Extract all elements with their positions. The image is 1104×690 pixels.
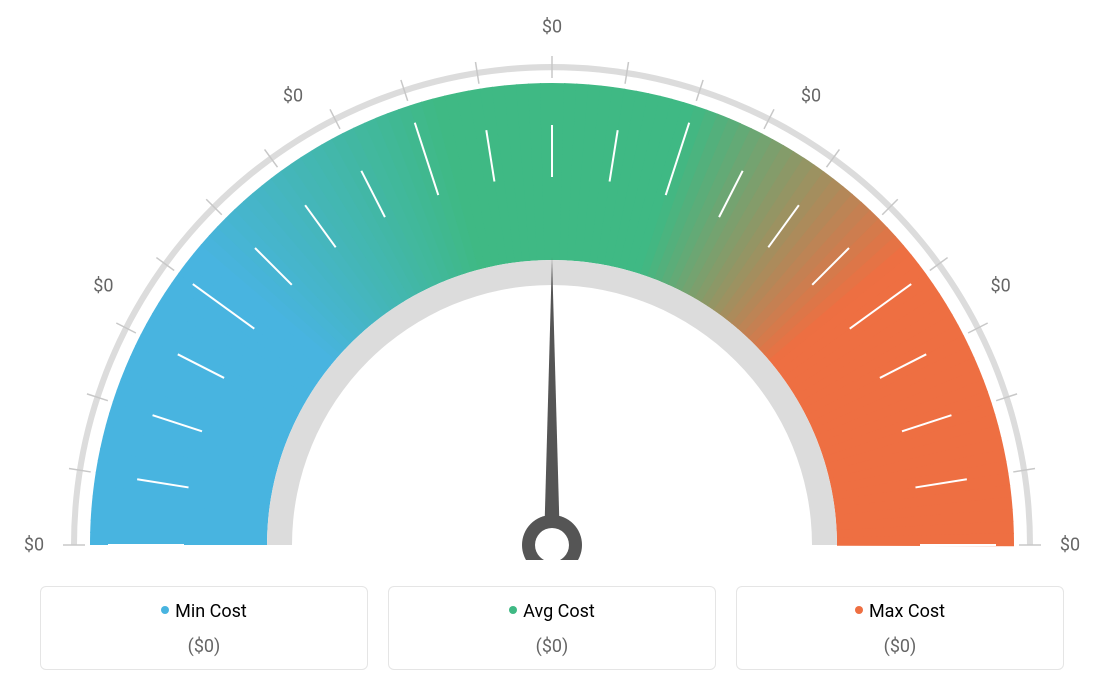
- legend-card-min: Min Cost ($0): [40, 586, 368, 670]
- legend-label-max: Max Cost: [869, 601, 945, 622]
- dot-icon: [855, 606, 863, 614]
- legend-value-min: ($0): [51, 636, 357, 657]
- gauge-tick-label: $0: [990, 276, 1010, 297]
- gauge-chart: $0 $0 $0 $0 $0 $0 $0: [0, 0, 1104, 560]
- cost-gauge-widget: $0 $0 $0 $0 $0 $0 $0 Min Cost ($0) Avg Cost ($…: [0, 0, 1104, 690]
- legend-card-max: Max Cost ($0): [736, 586, 1064, 670]
- gauge-tick-label: $0: [24, 535, 44, 556]
- legend-card-avg: Avg Cost ($0): [388, 586, 716, 670]
- legend-value-max: ($0): [747, 636, 1053, 657]
- dot-icon: [161, 606, 169, 614]
- gauge-tick-label: $0: [542, 17, 562, 38]
- gauge-tick-label: $0: [801, 86, 821, 107]
- dot-icon: [509, 606, 517, 614]
- legend-title-avg: Avg Cost: [399, 601, 705, 622]
- legend-row: Min Cost ($0) Avg Cost ($0) Max Cost ($0…: [40, 586, 1064, 670]
- gauge-tick-label: $0: [1060, 535, 1080, 556]
- legend-label-min: Min Cost: [175, 601, 247, 622]
- legend-title-min: Min Cost: [51, 601, 357, 622]
- legend-value-avg: ($0): [399, 636, 705, 657]
- gauge-tick-label: $0: [283, 86, 303, 107]
- gauge-tick-label: $0: [93, 276, 113, 297]
- legend-title-max: Max Cost: [747, 601, 1053, 622]
- legend-label-avg: Avg Cost: [523, 601, 595, 622]
